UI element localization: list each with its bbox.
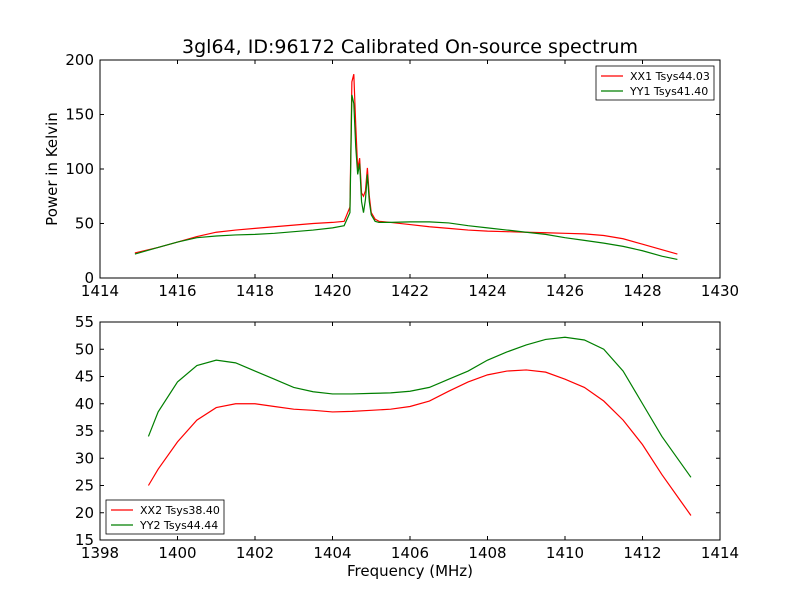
y-tick-label: 25 (75, 477, 94, 495)
y-tick-label: 50 (75, 340, 94, 358)
x-tick-label: 1408 (468, 544, 506, 562)
y-tick-label: 150 (65, 106, 94, 124)
x-tick-label: 1414 (701, 544, 739, 562)
x-tick-label: 1424 (468, 282, 506, 300)
x-tick-label: 1398 (81, 544, 119, 562)
y-tick-label: 50 (75, 215, 94, 233)
legend: XX1 Tsys44.03 YY1 Tsys41.40 (595, 65, 715, 101)
bottom-panel: 1398 1400 1402 1404 1406 1408 1410 1412 1414 15 20… (75, 313, 739, 580)
top-panel: 1414 1416 1418 1420 1422 1424 1426 1428 1430 0 50 1… (43, 51, 739, 300)
x-tick-label: 1418 (236, 282, 274, 300)
legend-entry: YY2 Tsys44.44 (139, 519, 218, 532)
x-tick-label: 1428 (623, 282, 661, 300)
legend-box (105, 499, 225, 535)
figure-title: 3gl64, ID:96172 Calibrated On-source spe… (182, 36, 638, 58)
x-tick-label: 1406 (391, 544, 429, 562)
y-tick-label: 20 (75, 504, 94, 522)
x-tick-label: 1414 (81, 282, 119, 300)
x-tick-label: 1420 (313, 282, 351, 300)
x-tick-label: 1410 (546, 544, 584, 562)
y-tick-label: 45 (75, 368, 94, 386)
series-line-yy1 (134, 94, 678, 261)
x-tick-label: 1416 (158, 282, 196, 300)
y-axis-label: Power in Kelvin (43, 112, 61, 226)
x-tick-label: 1426 (546, 282, 584, 300)
legend-entry: YY1 Tsys41.40 (629, 85, 708, 98)
y-tick-label: 0 (84, 269, 94, 287)
legend-box (595, 65, 715, 101)
y-tick-label: 55 (75, 313, 94, 331)
x-tick-label: 1402 (236, 544, 274, 562)
y-tick-label: 35 (75, 422, 94, 440)
x-axis-label: Frequency (MHz) (347, 562, 473, 580)
y-tick-label: 200 (65, 51, 94, 69)
series-line-xx2 (147, 369, 692, 516)
x-tick-label: 1400 (158, 544, 196, 562)
legend-entry: XX1 Tsys44.03 (630, 70, 710, 83)
series-line-yy2 (147, 336, 692, 478)
y-tick-label: 40 (75, 395, 94, 413)
x-tick-label: 1412 (623, 544, 661, 562)
x-tick-label: 1422 (391, 282, 429, 300)
legend-entry: XX2 Tsys38.40 (140, 504, 220, 517)
legend: XX2 Tsys38.40 YY2 Tsys44.44 (105, 499, 225, 535)
x-tick-label: 1404 (313, 544, 351, 562)
y-tick-label: 30 (75, 449, 94, 467)
y-tick-label: 100 (65, 160, 94, 178)
y-tick-label: 15 (75, 531, 94, 549)
x-tick-label: 1430 (701, 282, 739, 300)
